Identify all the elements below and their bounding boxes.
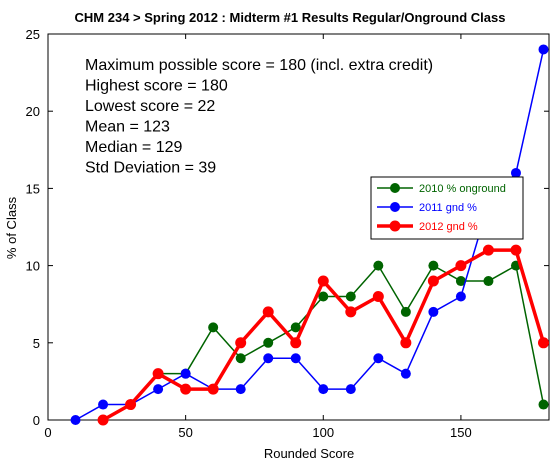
series-3 bbox=[97, 244, 549, 426]
data-point bbox=[235, 353, 246, 364]
data-point bbox=[125, 399, 137, 411]
data-point bbox=[538, 399, 549, 410]
series-2 bbox=[70, 44, 549, 425]
data-point bbox=[153, 384, 164, 395]
y-tick-label: 15 bbox=[26, 181, 40, 196]
data-point bbox=[290, 337, 302, 349]
stat-line: Median = 129 bbox=[85, 139, 183, 156]
data-point bbox=[263, 353, 274, 364]
data-point bbox=[400, 337, 412, 349]
data-point bbox=[180, 368, 191, 379]
x-axis-label: Rounded Score bbox=[264, 446, 354, 461]
data-point bbox=[372, 290, 384, 302]
axis-ticks: 0 50 100 150 0 5 10 15 20 25 bbox=[26, 27, 549, 440]
data-point bbox=[317, 275, 329, 287]
data-point bbox=[263, 337, 274, 348]
data-point bbox=[290, 322, 301, 333]
data-point bbox=[373, 353, 384, 364]
x-tick-label: 150 bbox=[450, 425, 472, 440]
data-point bbox=[180, 383, 192, 395]
y-tick-label: 25 bbox=[26, 27, 40, 42]
data-point bbox=[207, 383, 219, 395]
data-point bbox=[537, 337, 549, 349]
y-tick-label: 10 bbox=[26, 259, 40, 274]
data-point bbox=[482, 244, 494, 256]
data-point bbox=[483, 276, 494, 287]
stat-line: Highest score = 180 bbox=[85, 78, 228, 95]
y-tick-label: 20 bbox=[26, 104, 40, 119]
data-point bbox=[345, 291, 356, 302]
data-point bbox=[538, 44, 549, 55]
data-point bbox=[455, 276, 466, 287]
data-point bbox=[510, 244, 522, 256]
legend-label: 2010 % onground bbox=[419, 183, 506, 195]
data-point bbox=[455, 291, 466, 302]
legend-marker bbox=[390, 202, 400, 212]
data-point bbox=[70, 415, 81, 425]
data-point bbox=[235, 337, 247, 349]
series-line bbox=[75, 49, 545, 421]
data-point bbox=[400, 306, 411, 317]
data-point bbox=[400, 368, 411, 379]
data-point bbox=[455, 260, 467, 272]
stat-line: Mean = 123 bbox=[85, 119, 170, 136]
legend-marker bbox=[389, 220, 401, 232]
y-axis-label: % of Class bbox=[4, 196, 19, 259]
x-tick-label: 100 bbox=[312, 425, 334, 440]
data-point bbox=[428, 260, 439, 271]
x-tick-label: 0 bbox=[44, 425, 51, 440]
data-point bbox=[318, 384, 329, 395]
data-point bbox=[373, 260, 384, 271]
data-point bbox=[318, 291, 329, 302]
y-tick-label: 0 bbox=[33, 413, 40, 428]
stat-line: Std Deviation = 39 bbox=[85, 160, 216, 177]
data-point bbox=[262, 306, 274, 318]
data-point bbox=[290, 353, 301, 364]
stat-line: Maximum possible score = 180 (incl. extr… bbox=[85, 57, 433, 74]
stats-annotations: Maximum possible score = 180 (incl. extr… bbox=[85, 57, 433, 177]
legend-marker bbox=[390, 183, 400, 193]
data-point bbox=[427, 275, 439, 287]
y-tick-label: 5 bbox=[33, 336, 40, 351]
legend: 2010 % onground 2011 gnd % 2012 gnd % bbox=[370, 176, 524, 240]
data-point bbox=[98, 399, 109, 410]
data-point bbox=[428, 306, 439, 317]
chart-title: CHM 234 > Spring 2012 : Midterm #1 Resul… bbox=[75, 10, 506, 25]
x-tick-label: 50 bbox=[178, 425, 192, 440]
data-point bbox=[152, 368, 164, 380]
data-point bbox=[97, 414, 109, 426]
legend-label: 2012 gnd % bbox=[419, 221, 478, 233]
stat-line: Lowest score = 22 bbox=[85, 98, 215, 115]
data-point bbox=[345, 384, 356, 395]
series-layer bbox=[70, 44, 549, 426]
data-point bbox=[345, 306, 357, 318]
legend-label: 2011 gnd % bbox=[419, 202, 477, 214]
data-point bbox=[510, 167, 521, 178]
data-point bbox=[208, 322, 219, 333]
data-point bbox=[235, 384, 246, 395]
